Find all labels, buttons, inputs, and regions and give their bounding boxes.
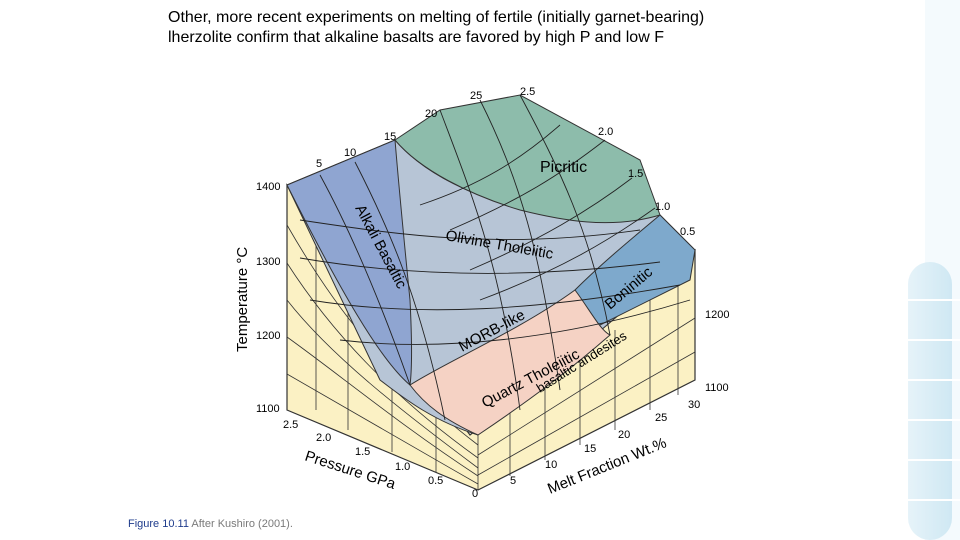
surface-pressure-tick: 2.5: [520, 86, 535, 98]
figure-source: After Kushiro (2001).: [191, 518, 293, 530]
right-temp-tick: 1200: [705, 309, 729, 321]
surface-pressure-tick: 2.0: [598, 126, 613, 138]
surface-pressure-tick: 1.5: [628, 168, 643, 180]
surface-melt-tick: 10: [344, 147, 356, 159]
pressure-tick: 0: [472, 488, 478, 500]
surface-melt-tick: 15: [384, 131, 396, 143]
label-picritic: Picritic: [540, 159, 587, 176]
melt-tick: 15: [584, 443, 596, 455]
surface-melt-tick: 25: [470, 90, 482, 102]
temp-tick: 1100: [256, 403, 280, 415]
surface-melt-tick: 20: [425, 108, 437, 120]
temperature-axis-label: Temperature °C: [234, 247, 251, 352]
surface: [286, 94, 696, 436]
surface-pressure-tick: 1.0: [655, 201, 670, 213]
pressure-tick: 1.0: [395, 461, 410, 473]
surface-pressure-tick: 0.5: [680, 226, 695, 238]
pressure-axis-label: Pressure GPa: [303, 448, 398, 493]
figure-caption: Figure 10.11 After Kushiro (2001).: [128, 518, 293, 530]
melt-tick: 20: [618, 429, 630, 441]
temp-tick: 1400: [256, 181, 280, 193]
melt-tick: 10: [545, 459, 557, 471]
pressure-tick: 0.5: [428, 475, 443, 487]
melt-tick: 25: [655, 412, 667, 424]
slide-body-text: Other, more recent experiments on meltin…: [168, 9, 705, 46]
decorative-shape: [908, 0, 960, 540]
temp-tick: 1300: [256, 256, 280, 268]
surface-melt-tick: 5: [316, 158, 322, 170]
temp-tick: 1200: [256, 330, 280, 342]
melt-tick: 30: [688, 399, 700, 411]
right-temp-tick: 1100: [705, 382, 729, 394]
pressure-tick: 2.5: [283, 419, 298, 431]
melt-tick: 5: [510, 475, 516, 487]
figure-number: Figure 10.11: [128, 518, 189, 530]
pressure-tick: 2.0: [316, 432, 331, 444]
pressure-tick: 1.5: [355, 446, 370, 458]
